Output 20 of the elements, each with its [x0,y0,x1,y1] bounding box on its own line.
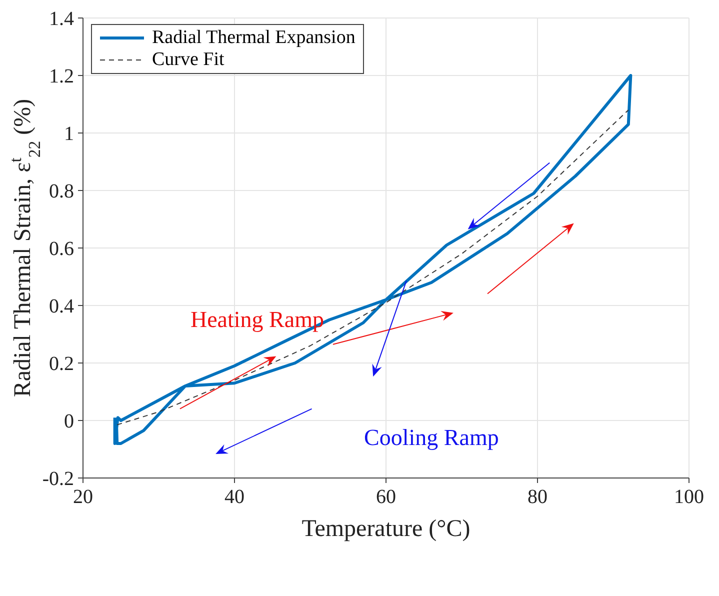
line-series [116,110,629,426]
y-tick-label: 0.4 [49,296,74,318]
y-tick-label: 0.6 [49,238,74,260]
x-tick-label: 40 [224,486,244,508]
legend-label: Curve Fit [152,49,224,71]
y-tick-label: -0.2 [42,468,74,490]
x-tick-label: 100 [674,486,704,508]
y-tick-label: 1 [64,123,74,146]
legend-label: Radial Thermal Expansion [152,27,356,49]
y-tick-label: 0.8 [49,180,74,203]
y-tick-label: 0 [64,410,74,433]
y-tick-label: 0.2 [49,353,74,376]
x-tick-label: 60 [376,486,396,508]
x-axis-title: Temperature (°C) [302,516,470,542]
y-tick-label: 1.2 [49,66,74,88]
annotation: Heating Ramp [190,307,324,332]
x-tick-label: 80 [528,486,548,508]
y-tick-label: 1.4 [49,8,74,30]
x-tick-label: 20 [73,486,93,508]
annotation: Cooling Ramp [364,425,499,450]
